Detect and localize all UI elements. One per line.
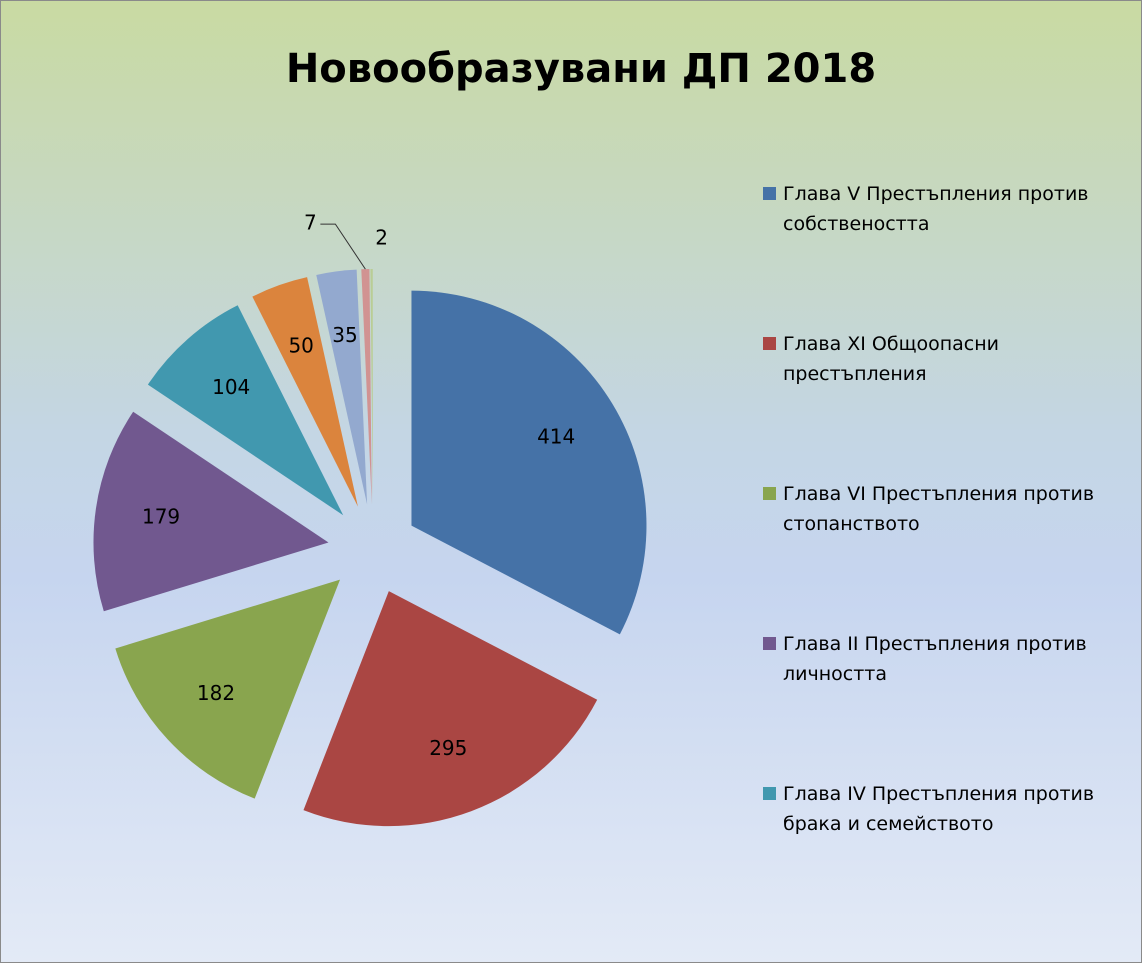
pie-slice xyxy=(115,579,341,799)
legend-label: Глава IV Престъпления против брака и сем… xyxy=(783,783,1095,835)
data-label: 295 xyxy=(429,736,467,760)
pie-slice xyxy=(361,269,372,505)
data-label: 182 xyxy=(197,681,235,705)
legend-swatch xyxy=(763,787,776,800)
data-label: 414 xyxy=(537,424,575,448)
chart-title: Новообразувани ДП 2018 xyxy=(286,46,876,92)
legend-item: Глава VI Престъпления против стопанствот… xyxy=(763,479,1133,539)
pie-slice xyxy=(316,269,368,505)
legend-swatch xyxy=(763,487,776,500)
leader-line xyxy=(320,223,366,270)
data-label: 2 xyxy=(375,226,388,250)
pie-slice xyxy=(370,269,373,505)
data-label: 179 xyxy=(142,504,180,528)
legend-item: Глава V Престъпления против собственостт… xyxy=(763,179,1133,239)
data-label: 50 xyxy=(288,334,313,358)
legend-label: Глава XI Общоопасни престъпления xyxy=(783,333,1000,385)
legend-item: Глава IV Престъпления против брака и сем… xyxy=(763,779,1133,839)
pie-slice xyxy=(147,305,344,516)
legend-swatch xyxy=(763,637,776,650)
pie-slice xyxy=(411,290,647,635)
legend-swatch xyxy=(763,187,776,200)
legend-label: Глава V Престъпления против собственостт… xyxy=(783,183,1089,235)
legend-item: Глава II Престъпления против личността xyxy=(763,629,1133,689)
pie-slice xyxy=(252,277,358,507)
legend-label: Глава II Престъпления против личността xyxy=(783,633,1087,685)
data-label: 7 xyxy=(304,211,317,235)
pie-slice xyxy=(93,411,329,612)
legend-swatch xyxy=(763,337,776,350)
legend-label: Глава VI Престъпления против стопанствот… xyxy=(783,483,1095,535)
data-label: 35 xyxy=(332,323,357,347)
pie-slice xyxy=(303,591,598,827)
legend-item: Глава XI Общоопасни престъпления xyxy=(763,329,1133,389)
data-label: 104 xyxy=(212,375,250,399)
